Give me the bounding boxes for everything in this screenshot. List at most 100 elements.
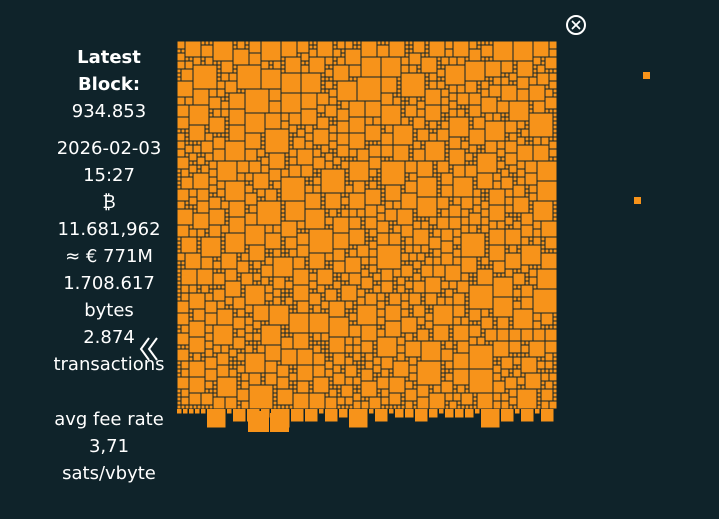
transaction-square bbox=[205, 357, 217, 369]
transaction-square bbox=[475, 409, 480, 414]
transaction-square bbox=[225, 133, 229, 137]
transaction-square bbox=[401, 73, 425, 97]
transaction-square bbox=[361, 369, 373, 381]
transaction-square bbox=[513, 297, 517, 301]
transaction-square bbox=[405, 333, 413, 341]
transaction-square bbox=[469, 273, 473, 277]
close-button[interactable] bbox=[566, 15, 586, 35]
transaction-square bbox=[233, 337, 245, 349]
transaction-square bbox=[497, 101, 509, 113]
transaction-square bbox=[333, 61, 337, 65]
transaction-square bbox=[409, 357, 417, 365]
transaction-square bbox=[233, 45, 237, 49]
transaction-square bbox=[381, 161, 405, 185]
transaction-square bbox=[413, 401, 417, 405]
transaction-square bbox=[437, 121, 441, 125]
transaction-square bbox=[405, 377, 409, 381]
transaction-square bbox=[529, 109, 533, 113]
transaction-square bbox=[333, 41, 337, 45]
transaction-square bbox=[345, 365, 357, 377]
transaction-square bbox=[261, 325, 281, 345]
transaction-square bbox=[501, 409, 514, 422]
transaction-square bbox=[517, 385, 521, 389]
transaction-square bbox=[309, 333, 313, 337]
transaction-square bbox=[513, 177, 517, 181]
transaction-square bbox=[481, 409, 500, 428]
transaction-square bbox=[333, 277, 337, 281]
transaction-square bbox=[485, 237, 489, 241]
transaction-square bbox=[469, 277, 473, 281]
transaction-square bbox=[525, 373, 541, 389]
transaction-square bbox=[529, 205, 533, 209]
transaction-square bbox=[489, 77, 493, 81]
transaction-square bbox=[221, 97, 225, 101]
transaction-square bbox=[481, 41, 485, 45]
transaction-square bbox=[473, 273, 477, 277]
transaction-square bbox=[381, 197, 385, 201]
block-info-panel: Latest Block: 934.853 2026-02-03 15:27 ₿… bbox=[48, 44, 170, 487]
transaction-square bbox=[253, 349, 257, 353]
transaction-square bbox=[365, 117, 373, 125]
transaction-square bbox=[353, 361, 357, 365]
transaction-square bbox=[221, 109, 229, 117]
transaction-square bbox=[401, 185, 405, 189]
transaction-square bbox=[445, 85, 449, 89]
transaction-square bbox=[441, 381, 453, 393]
transaction-square bbox=[177, 61, 185, 69]
transaction-square bbox=[293, 389, 297, 393]
transaction-square bbox=[441, 365, 445, 369]
previous-block-button[interactable] bbox=[138, 335, 160, 363]
transaction-square bbox=[533, 313, 541, 321]
block-transaction-treemap[interactable] bbox=[177, 41, 557, 433]
transaction-square bbox=[337, 57, 345, 65]
transaction-square bbox=[253, 173, 269, 189]
transaction-square bbox=[489, 261, 493, 265]
transaction-square bbox=[213, 345, 221, 353]
transaction-square bbox=[401, 261, 405, 265]
transaction-square bbox=[481, 209, 489, 217]
transaction-square bbox=[273, 257, 293, 277]
transaction-square bbox=[325, 161, 333, 169]
transaction-square bbox=[233, 365, 237, 369]
transaction-square bbox=[445, 65, 465, 85]
transaction-square bbox=[405, 261, 409, 265]
transaction-square bbox=[325, 285, 329, 289]
transaction-square bbox=[381, 105, 401, 125]
transaction-square bbox=[473, 177, 477, 181]
double-chevron-left-icon bbox=[139, 337, 158, 361]
transaction-square bbox=[449, 117, 469, 137]
transaction-square bbox=[375, 409, 388, 422]
transaction-square bbox=[177, 345, 181, 349]
transaction-square bbox=[345, 397, 353, 405]
transaction-square bbox=[273, 225, 281, 233]
transaction-square bbox=[449, 109, 457, 117]
transaction-square bbox=[197, 249, 201, 253]
transaction-square bbox=[281, 221, 297, 237]
transaction-square bbox=[417, 129, 429, 141]
transaction-square bbox=[189, 165, 197, 173]
transaction-square bbox=[553, 201, 557, 205]
transaction-square bbox=[377, 205, 385, 213]
transaction-square bbox=[377, 325, 381, 329]
transaction-square bbox=[281, 217, 285, 221]
transaction-square bbox=[281, 249, 285, 253]
transaction-square bbox=[397, 345, 405, 353]
transaction-square bbox=[233, 409, 246, 422]
transaction-square bbox=[329, 77, 333, 81]
transaction-square bbox=[381, 145, 393, 157]
transaction-square bbox=[529, 185, 537, 193]
transaction-square bbox=[493, 77, 501, 85]
transaction-square bbox=[417, 101, 425, 109]
transaction-square bbox=[349, 309, 353, 313]
transaction-square bbox=[465, 137, 469, 141]
transaction-square bbox=[209, 225, 221, 237]
transaction-square bbox=[353, 385, 357, 389]
transaction-square bbox=[489, 309, 493, 313]
transaction-square bbox=[333, 261, 345, 273]
transaction-square bbox=[273, 61, 281, 69]
transaction-square bbox=[277, 365, 289, 377]
transaction-square bbox=[537, 405, 541, 409]
transaction-square bbox=[513, 301, 521, 309]
transaction-square bbox=[513, 353, 517, 357]
transaction-square bbox=[525, 137, 529, 141]
